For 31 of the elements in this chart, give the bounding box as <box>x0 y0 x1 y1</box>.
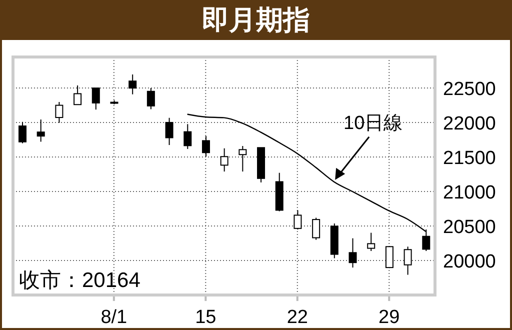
candlestick <box>146 88 155 110</box>
candlestick <box>74 84 82 106</box>
candlestick <box>92 88 100 110</box>
candlestick <box>348 238 357 268</box>
candlestick <box>367 232 376 252</box>
candlestick <box>220 148 228 172</box>
x-tick-label: 29 <box>378 307 400 328</box>
candlestick <box>128 74 137 95</box>
candlestick <box>165 117 174 146</box>
text: 10日線 <box>344 112 403 134</box>
y-tick-label: 22500 <box>443 78 496 100</box>
candlestick <box>55 101 64 124</box>
x-tick-label: 15 <box>195 307 216 328</box>
y-tick-label: 20000 <box>443 251 496 272</box>
x-tick-label: 8/1 <box>100 307 128 328</box>
x-tick-label: 22 <box>286 307 308 328</box>
candlestick <box>36 119 45 142</box>
candlestick <box>385 246 394 269</box>
y-tick-label: 21500 <box>443 148 496 169</box>
candlestick <box>404 246 412 276</box>
candlestick <box>238 145 247 172</box>
candlestick <box>18 121 26 144</box>
chart-title: 即月期指 <box>0 0 512 40</box>
candlestick <box>294 210 302 230</box>
candlestick <box>184 124 192 150</box>
y-tick-label: 22000 <box>443 113 496 134</box>
y-tick-label: 20500 <box>443 216 496 238</box>
annotation: 收市：20164 <box>19 269 141 292</box>
candlestick <box>312 217 320 240</box>
candlestick <box>202 136 210 158</box>
y-tick-label: 21000 <box>443 182 496 204</box>
